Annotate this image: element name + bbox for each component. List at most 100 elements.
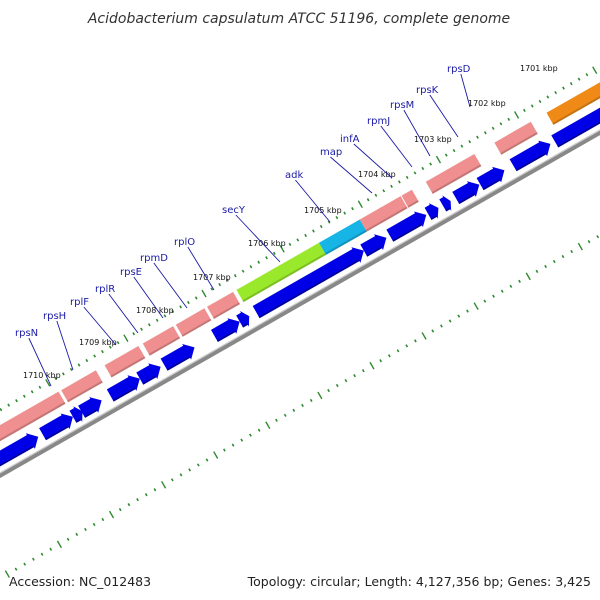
tick-dot — [85, 358, 89, 363]
tick-dot — [54, 376, 57, 380]
tick-dot — [179, 305, 182, 309]
cds-arrow — [136, 363, 161, 385]
tick-dot — [123, 334, 129, 343]
tick-dot — [552, 259, 556, 264]
tick-dot — [279, 245, 285, 253]
tick-dot — [265, 256, 268, 260]
tick-dot — [249, 433, 252, 437]
tick-dot — [15, 399, 18, 403]
tick-dot — [570, 249, 574, 254]
tick-dot — [288, 242, 292, 247]
gene-label-map: map — [320, 147, 373, 194]
tick-dot — [544, 264, 548, 269]
tick-dot — [304, 233, 307, 238]
tick-dot — [275, 418, 278, 422]
forward-gene-block — [546, 82, 600, 125]
tick-dot — [312, 229, 315, 233]
tick-dot — [171, 309, 175, 313]
cds-arrow — [551, 107, 600, 148]
kbp-label: 1706 kbp — [248, 239, 286, 248]
genome-title: Acidobacterium capsulatum ATCC 51196, co… — [87, 11, 510, 27]
kbp-label: 1703 kbp — [414, 135, 452, 144]
tick-dot — [440, 324, 443, 328]
forward-gene-track — [0, 82, 600, 442]
gene-leader-line — [83, 306, 117, 346]
tick-dot — [93, 354, 97, 358]
tick-dot — [353, 374, 357, 378]
tick-dot — [444, 153, 448, 157]
tick-dot — [390, 184, 393, 188]
gene-label-rpsM: rpsM — [390, 100, 431, 157]
tick-dot — [101, 517, 105, 522]
tick-dot — [101, 349, 104, 354]
tick-dot — [136, 498, 139, 502]
tick-dot — [431, 329, 435, 333]
tick-dot — [569, 82, 573, 86]
tick-dot — [213, 451, 219, 459]
tick-dot — [530, 104, 534, 108]
tick-dot — [22, 394, 26, 398]
tick-dot — [179, 473, 183, 477]
tick-dot — [0, 408, 3, 412]
tick-dot — [361, 369, 365, 373]
cds-arrow — [78, 397, 102, 418]
tick-dot — [369, 361, 375, 370]
forward-gene-block — [207, 291, 241, 319]
tick-dot — [222, 448, 226, 452]
tick-dot — [40, 552, 44, 556]
tick-dot — [309, 398, 313, 403]
tick-dot — [66, 537, 70, 541]
cds-arrow — [106, 375, 140, 402]
genome-summary-label: Topology: circular; Length: 4,127,356 bp… — [247, 574, 591, 589]
gene-label-text: map — [320, 147, 342, 158]
tick-dot — [382, 189, 386, 193]
tick-dot — [296, 238, 300, 242]
gene-label-rpmJ: rpmJ — [367, 116, 413, 168]
tick-dot — [452, 149, 456, 153]
tick-dot — [170, 478, 174, 482]
gene-label-text: rpsH — [43, 311, 66, 322]
gene-label-rpsD: rpsD — [447, 64, 471, 108]
tick-dot — [69, 367, 73, 372]
kbp-label: 1707 kbp — [193, 273, 231, 282]
gene-label-rplO: rplO — [174, 237, 215, 291]
tick-dot — [226, 278, 229, 282]
tick-dot — [344, 378, 348, 383]
forward-gene-block — [494, 121, 538, 155]
tick-dot — [163, 314, 167, 318]
tick-dot — [476, 135, 479, 139]
inner-tick-dots — [4, 235, 600, 578]
tick-dot — [499, 122, 503, 126]
tick-dot — [161, 480, 167, 489]
tick-dot — [23, 562, 27, 566]
gene-label-text: rpmD — [140, 253, 168, 264]
tick-dot — [241, 269, 245, 273]
tick-dot — [240, 438, 244, 442]
tick-dot — [218, 282, 222, 287]
tick-dot — [546, 95, 550, 99]
gene-leader-line — [235, 214, 281, 263]
gene-label-text: rpsE — [120, 267, 142, 278]
cds-arrow — [386, 211, 427, 242]
cds-arrow — [509, 140, 551, 172]
tick-dot — [31, 557, 35, 561]
forward-gene-block — [175, 308, 212, 337]
tick-dot — [483, 299, 487, 303]
tick-dot — [507, 117, 511, 121]
tick-dot — [366, 198, 370, 202]
tick-dot — [596, 235, 600, 239]
tick-dot — [187, 300, 190, 305]
tick-dot — [301, 403, 304, 408]
tick-dot — [554, 90, 558, 95]
gene-leader-line — [460, 73, 471, 108]
gene-label-rpmD: rpmD — [140, 253, 188, 309]
gene-leader-line — [295, 179, 331, 223]
tick-dot — [317, 391, 323, 400]
tick-dot — [421, 166, 425, 171]
forward-gene-block — [236, 242, 326, 303]
cds-arrow — [360, 234, 387, 257]
tick-dot — [492, 294, 495, 298]
gene-label-rplR: rplR — [95, 284, 139, 334]
tick-dot — [592, 66, 598, 75]
